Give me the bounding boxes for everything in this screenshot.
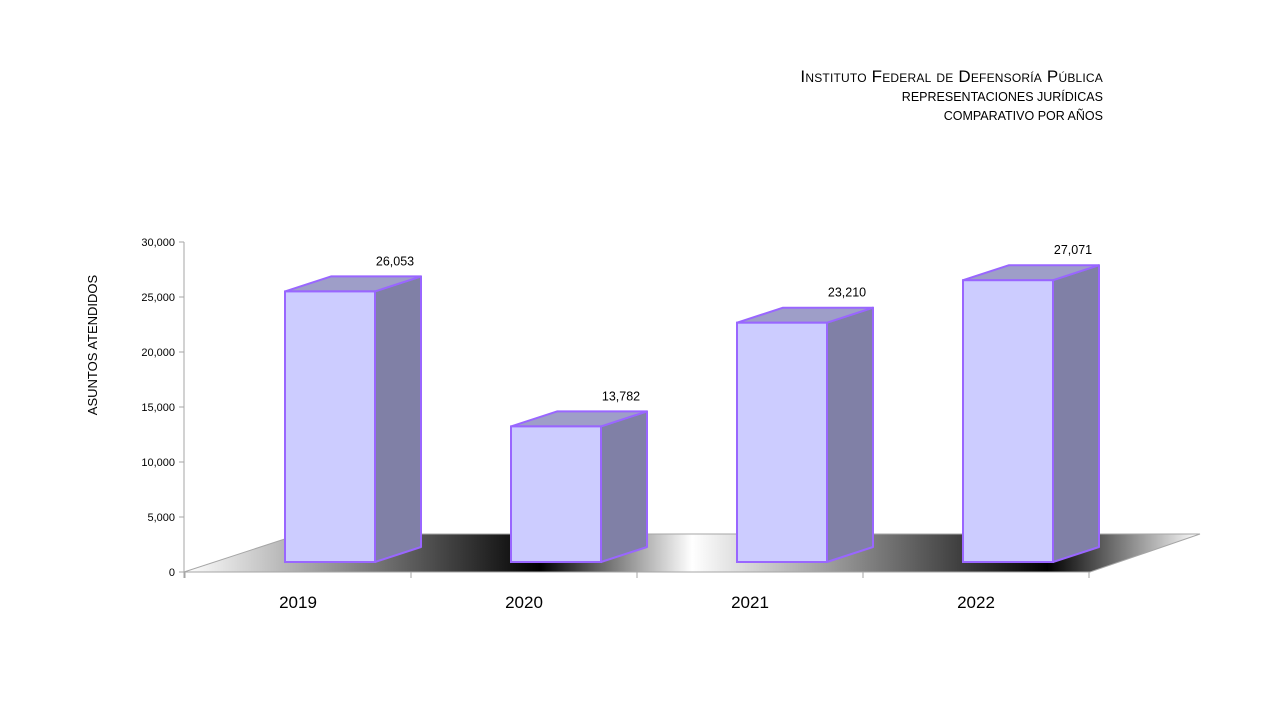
x-tick-label: 2020	[505, 593, 543, 612]
y-axis-title: ASUNTOS ATENDIDOS	[85, 274, 100, 415]
bar	[510, 410, 648, 564]
data-label: 23,210	[828, 286, 866, 300]
x-tick-label: 2021	[731, 593, 769, 612]
data-label: 27,071	[1054, 243, 1092, 257]
bar-side	[1052, 264, 1100, 563]
y-tick-label: 0	[169, 567, 175, 579]
x-tick-label: 2022	[957, 593, 995, 612]
x-axis: 2019 2020 2021 2022	[184, 572, 1090, 612]
bar	[736, 306, 874, 563]
bar	[962, 264, 1100, 563]
y-tick-label: 20,000	[141, 347, 175, 359]
bar-side	[374, 275, 422, 563]
chart-title: Instituto Federal de Defensoría Pública	[800, 67, 1103, 86]
y-tick-label: 15,000	[141, 402, 175, 414]
bar-front	[962, 279, 1054, 563]
bar-front	[510, 425, 602, 564]
title-block: Instituto Federal de Defensoría Pública …	[800, 66, 1103, 126]
y-axis: 0 5,000 10,000 15,000 20,000 25,000 30,000	[141, 237, 185, 579]
chart-subtitle-1: REPRESENTACIONES JURÍDICAS	[901, 90, 1103, 104]
data-labels: 26,053 13,782 23,210 27,071	[376, 243, 1092, 403]
chart-subtitle-2: COMPARATIVO POR AÑOS	[943, 109, 1103, 123]
bar-front	[284, 290, 376, 563]
bar-side	[826, 306, 874, 563]
y-tick-label: 30,000	[141, 237, 175, 249]
y-tick-label: 5,000	[147, 512, 175, 524]
data-label: 13,782	[602, 389, 640, 403]
bars	[284, 264, 1100, 564]
data-label: 26,053	[376, 254, 414, 268]
bar-front	[736, 321, 828, 563]
y-tick-label: 10,000	[141, 457, 175, 469]
x-tick-label: 2019	[279, 593, 317, 612]
bar-side	[600, 410, 648, 563]
y-tick-label: 25,000	[141, 292, 175, 304]
chart-floor	[183, 533, 1201, 573]
bar	[284, 275, 422, 563]
